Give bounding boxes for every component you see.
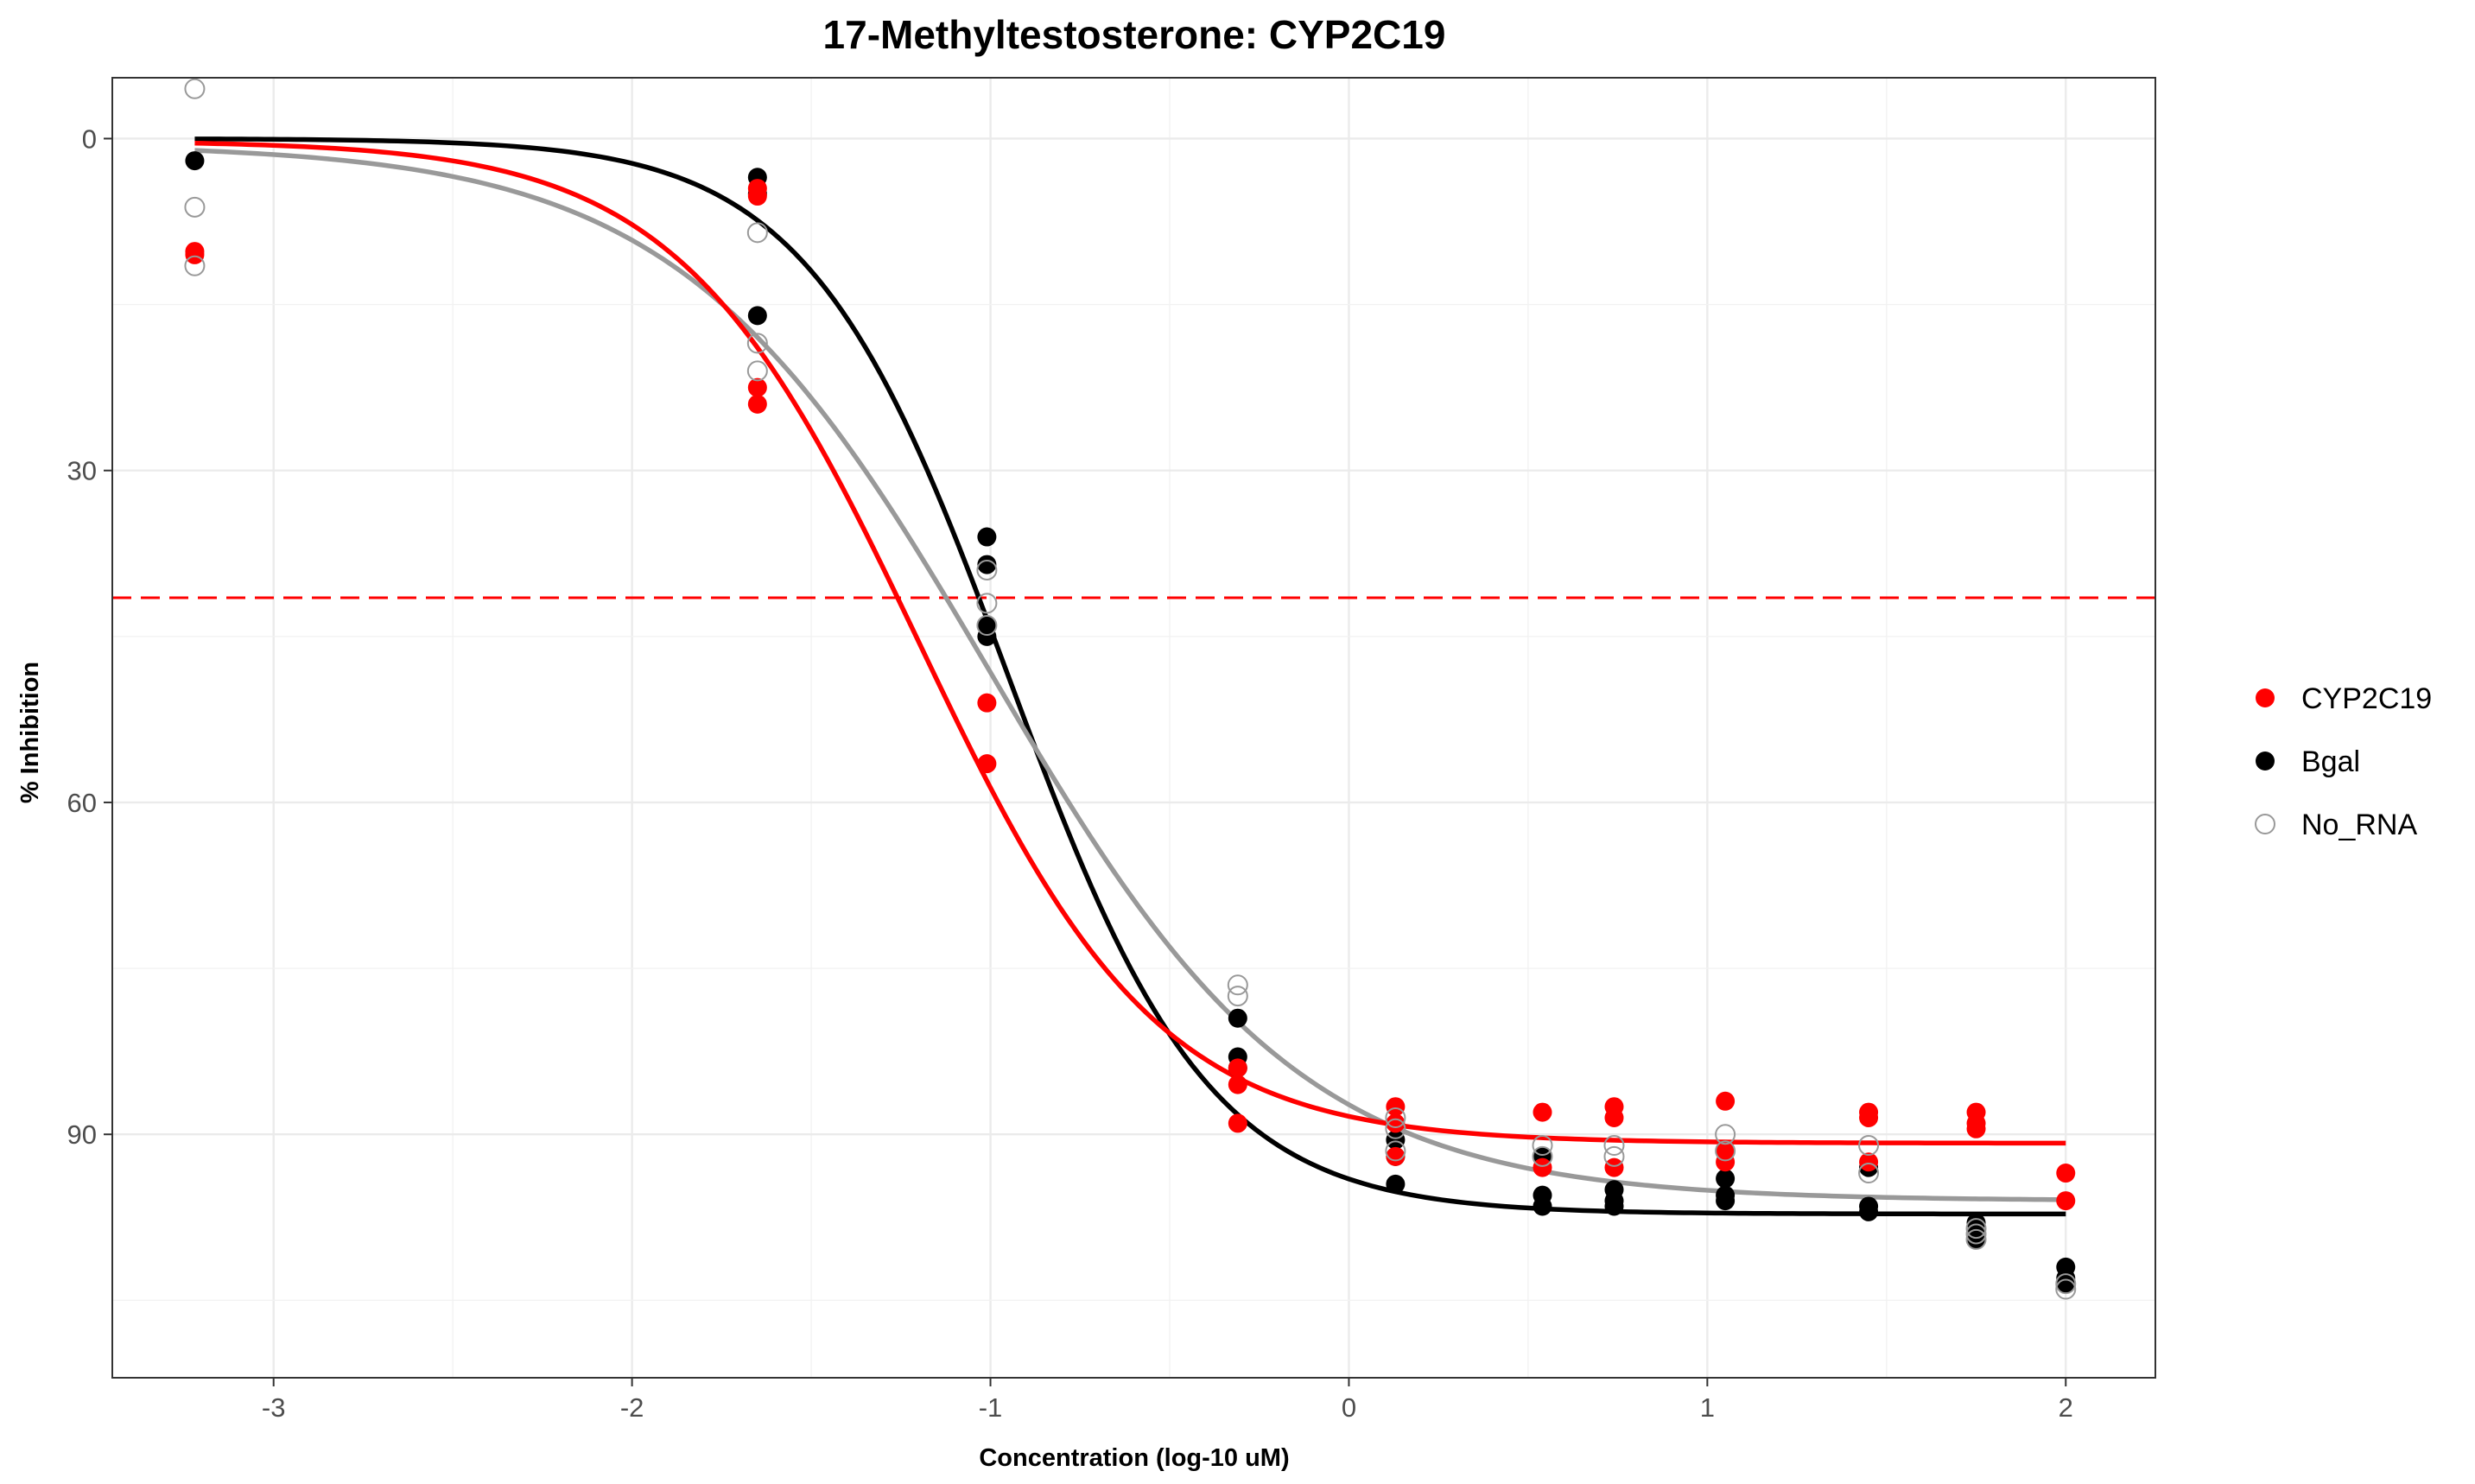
data-point-cyp2c19 (747, 377, 767, 397)
data-point-cyp2c19 (1228, 1058, 1247, 1078)
data-point-bgal (1386, 1174, 1406, 1194)
data-point-bgal (977, 527, 997, 547)
y-tick-label: 30 (67, 456, 97, 486)
data-point-no-rna (976, 593, 998, 614)
data-point-cyp2c19 (1228, 1075, 1247, 1094)
data-point-bgal (977, 626, 997, 646)
data-point-no-rna (1858, 1135, 1880, 1157)
data-point-no-rna (1965, 1218, 1987, 1240)
data-point-bgal (1533, 1196, 1552, 1216)
data-point-no-rna (2055, 1278, 2077, 1300)
x-tick-label: -1 (979, 1392, 1003, 1423)
data-point-bgal (977, 555, 997, 574)
data-point-no-rna (1603, 1145, 1625, 1167)
data-point-cyp2c19 (977, 693, 997, 713)
y-axis: 0 30 60 90 (67, 124, 112, 1150)
x-tick-label: 0 (1342, 1392, 1356, 1423)
data-point-no-rna (976, 615, 998, 637)
data-point-bgal (1716, 1169, 1736, 1189)
y-tick-label: 0 (82, 124, 97, 154)
data-point-cyp2c19 (185, 244, 205, 264)
data-point-bgal (1228, 1008, 1247, 1028)
fit-curve-bgal (194, 136, 2066, 1217)
data-point-cyp2c19 (1533, 1157, 1552, 1177)
data-point-cyp2c19 (1386, 1146, 1406, 1166)
data-point-no-rna (746, 333, 768, 354)
plot-panel-border (111, 77, 2156, 1379)
data-point-no-rna (2055, 1273, 2077, 1295)
data-point-no-rna (1532, 1135, 1553, 1157)
fit-curve-cyp2c19 (194, 141, 2066, 1146)
data-point-cyp2c19 (1228, 1113, 1247, 1133)
data-point-no-rna (1965, 1228, 1987, 1250)
data-point-no-rna (184, 196, 206, 218)
grid-lines (112, 78, 2155, 1378)
data-point-no-rna (184, 255, 206, 276)
data-point-bgal (747, 306, 767, 326)
fit-curve-no-rna (194, 148, 2066, 1202)
data-point-cyp2c19 (1859, 1108, 1879, 1127)
data-point-cyp2c19 (1604, 1157, 1624, 1177)
x-axis-title: Concentration (log-10 uM) (979, 1444, 1289, 1472)
data-point-no-rna (746, 222, 768, 244)
data-point-bgal (185, 151, 205, 171)
data-point-cyp2c19 (2056, 1191, 2076, 1211)
data-point-cyp2c19 (747, 394, 767, 414)
x-tick-label: 1 (1700, 1392, 1715, 1423)
data-point-bgal (1604, 1196, 1624, 1216)
data-point-cyp2c19 (1716, 1091, 1736, 1111)
data-point-cyp2c19 (977, 754, 997, 774)
data-point-cyp2c19 (1386, 1097, 1406, 1117)
x-tick-label: -3 (262, 1392, 286, 1423)
data-points (184, 78, 2077, 1300)
data-point-cyp2c19 (1604, 1108, 1624, 1127)
fit-curves (194, 136, 2066, 1217)
data-point-no-rna (1715, 1124, 1736, 1145)
data-point-no-rna (1227, 986, 1248, 1007)
data-point-cyp2c19 (2056, 1164, 2076, 1183)
data-point-bgal (1716, 1191, 1736, 1211)
data-point-no-rna (1385, 1118, 1406, 1139)
data-point-bgal (1966, 1229, 1986, 1249)
data-point-no-rna (1715, 1140, 1736, 1162)
data-point-no-rna (1385, 1140, 1406, 1162)
data-point-no-rna (1603, 1135, 1625, 1157)
legend-label-no-rna: No_RNA (2301, 809, 2417, 841)
y-axis-title: % Inhibition (16, 662, 44, 803)
legend-label-cyp2c19: CYP2C19 (2301, 682, 2432, 715)
legend-key-bgal (2256, 752, 2275, 771)
data-point-no-rna (1385, 1107, 1406, 1128)
data-point-cyp2c19 (1966, 1119, 1986, 1138)
data-point-cyp2c19 (1386, 1113, 1406, 1133)
data-point-no-rna (1227, 974, 1248, 996)
data-point-no-rna (184, 78, 206, 99)
data-point-no-rna (1532, 1145, 1553, 1167)
x-axis: -3 -2 -1 0 1 2 (262, 1378, 2073, 1423)
legend: CYP2C19 Bgal No_RNA (2255, 682, 2432, 841)
data-point-cyp2c19 (1859, 1152, 1879, 1172)
legend-label-bgal: Bgal (2301, 745, 2360, 778)
x-tick-label: -2 (620, 1392, 644, 1423)
data-point-bgal (1386, 1130, 1406, 1150)
chart-title: 17-Methyltestosterone: CYP2C19 (823, 12, 1446, 57)
y-tick-label: 90 (67, 1119, 97, 1150)
data-point-bgal (2056, 1274, 2076, 1294)
data-point-cyp2c19 (1533, 1102, 1552, 1122)
data-point-no-rna (746, 360, 768, 382)
y-tick-label: 60 (67, 788, 97, 818)
legend-key-cyp2c19 (2256, 688, 2275, 707)
data-point-cyp2c19 (747, 187, 767, 206)
data-point-no-rna (1965, 1223, 1987, 1245)
data-point-no-rna (976, 559, 998, 580)
x-tick-label: 2 (2059, 1392, 2073, 1423)
data-point-cyp2c19 (1716, 1152, 1736, 1172)
legend-key-no-rna (2255, 814, 2275, 834)
data-point-bgal (1859, 1202, 1879, 1221)
data-point-no-rna (1858, 1163, 1880, 1184)
